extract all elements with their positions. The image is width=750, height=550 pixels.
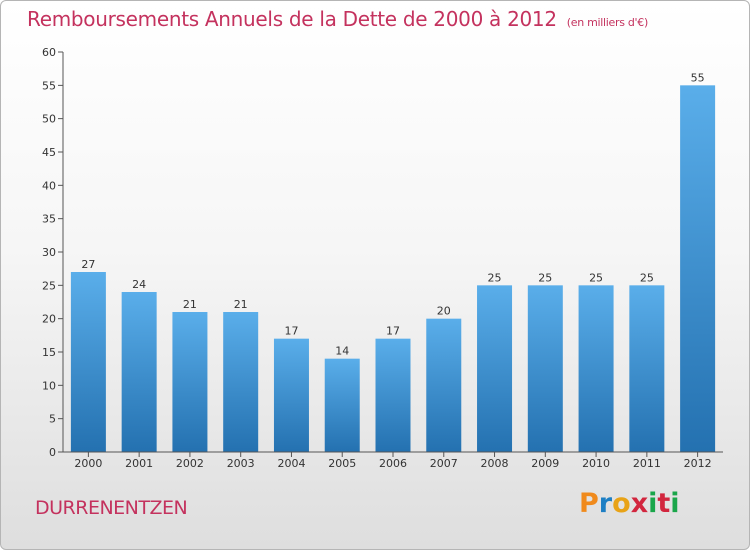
bar-2007 [426,318,462,452]
bar-2001 [121,292,157,452]
value-label-2009: 25 [538,271,552,284]
bar-2010 [578,285,614,452]
y-tick-label: 35 [42,213,56,226]
value-label-2012: 55 [691,71,705,84]
bars-group: 27 24 21 21 17 14 17 20 25 25 25 25 55 [70,71,716,452]
y-tick-label: 60 [42,46,56,59]
x-tick-label-2005: 2005 [328,457,356,470]
logo-letter: o [612,488,631,519]
logo-letter: r [598,488,613,519]
chart-title: Remboursements Annuels de la Dette de 20… [27,7,648,31]
x-tick-label-2012: 2012 [684,457,712,470]
y-tick-label: 45 [42,146,56,159]
logo-letter: t [657,488,671,519]
x-tick-label-2007: 2007 [430,457,458,470]
bar-2003 [223,312,259,452]
y-tick-label: 10 [42,379,56,392]
commune-name: DURRENENTZEN [35,497,188,519]
value-label-2000: 27 [81,258,95,271]
y-tick-label: 20 [42,313,56,326]
x-tick-label-2000: 2000 [74,457,102,470]
logo-letter: x [630,488,649,519]
bar-2005 [324,358,360,452]
x-tick-label-2002: 2002 [176,457,204,470]
value-label-2008: 25 [488,271,502,284]
logo-letter: i [670,488,680,519]
y-tick-label: 15 [42,346,56,359]
value-label-2004: 17 [284,325,298,338]
logo-letter: i [648,488,658,519]
y-tick-label: 55 [42,79,56,92]
value-label-2006: 17 [386,325,400,338]
x-tick-label-2008: 2008 [481,457,509,470]
bar-2000 [70,272,106,452]
value-label-2001: 24 [132,278,146,291]
y-tick-label: 30 [42,246,56,259]
x-tick-label-2001: 2001 [125,457,153,470]
value-label-2005: 14 [335,345,349,358]
value-label-2011: 25 [640,271,654,284]
bar-2002 [172,312,208,452]
y-tick-label: 5 [49,413,56,426]
bar-2012 [680,85,716,452]
x-tick-label-2010: 2010 [582,457,610,470]
y-tick-label: 50 [42,113,56,126]
chart-subtitle: (en milliers d'€) [566,16,648,29]
value-label-2002: 21 [183,298,197,311]
value-label-2010: 25 [589,271,603,284]
y-tick-label: 25 [42,279,56,292]
x-tick-label-2004: 2004 [277,457,305,470]
bar-2006 [375,338,411,452]
x-tick-label-2011: 2011 [633,457,661,470]
logo-letter: P [579,488,599,519]
x-tick-label-2009: 2009 [531,457,559,470]
chart-title-text: Remboursements Annuels de la Dette de 20… [27,7,557,31]
x-tick-label-2003: 2003 [227,457,255,470]
y-tick-label: 0 [49,446,56,459]
proxiti-logo: Proxiti [579,488,680,519]
bar-2008 [477,285,513,452]
value-label-2003: 21 [234,298,248,311]
bar-2004 [273,338,309,452]
bar-2009 [527,285,563,452]
value-label-2007: 20 [437,305,451,318]
bar-2011 [629,285,665,452]
y-tick-label: 40 [42,179,56,192]
axes-group: 0 5 10 15 20 25 30 35 40 45 50 55 60 2000 2001 2002 2003… [42,46,723,470]
x-tick-label-2006: 2006 [379,457,407,470]
